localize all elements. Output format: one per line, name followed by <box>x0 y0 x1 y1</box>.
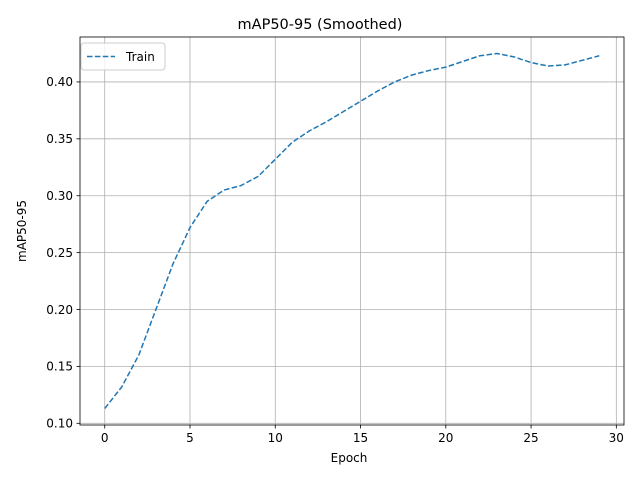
y-tick-label: 0.25 <box>46 246 73 260</box>
x-tick-label: 25 <box>523 431 538 445</box>
legend-label-train: Train <box>125 50 155 64</box>
y-tick-label: 0.15 <box>46 360 73 374</box>
chart-title: mAP50-95 (Smoothed) <box>238 17 403 33</box>
legend: Train <box>80 42 166 71</box>
x-axis-label: Epoch <box>331 451 368 465</box>
x-tick-label: 20 <box>438 431 453 445</box>
legend-box <box>80 42 166 71</box>
series-line-train <box>104 52 600 409</box>
x-tick-label: 10 <box>268 431 283 445</box>
y-tick-label: 0.35 <box>46 132 73 146</box>
y-tick-label: 0.20 <box>46 303 73 317</box>
grid <box>80 37 624 425</box>
ticks: 0 5 10 15 20 25 30 0.10 0.15 0.20 0.25 0.30 0.35 0.40 <box>46 75 624 445</box>
y-tick-label: 0.30 <box>46 189 73 203</box>
y-tick-label: 0.40 <box>46 75 73 89</box>
x-tick-label: 0 <box>101 431 109 445</box>
y-tick-label: 0.10 <box>46 417 73 431</box>
y-axis-label: mAP50-95 <box>15 200 29 262</box>
x-tick-label: 5 <box>186 431 194 445</box>
plot-frame <box>79 36 625 426</box>
x-tick-label: 15 <box>353 431 368 445</box>
series-layer <box>104 52 600 409</box>
x-tick-label: 30 <box>609 431 624 445</box>
